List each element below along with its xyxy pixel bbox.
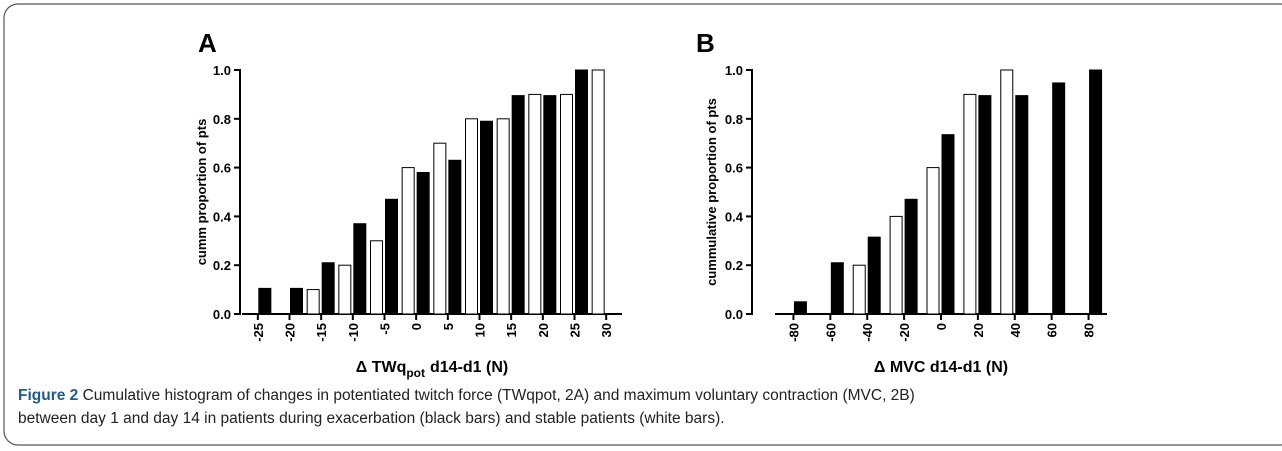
bar [338, 264, 352, 315]
bar [963, 93, 977, 315]
x-tick-label: -20 [897, 323, 912, 342]
bar [416, 171, 430, 315]
x-tick-label: -20 [283, 323, 298, 342]
bar [448, 159, 462, 315]
bar [290, 287, 303, 315]
bar [433, 142, 447, 315]
y-tick-label: 0.6 [725, 161, 743, 176]
x-tick-label: 10 [473, 323, 488, 337]
y-tick-label: 0.8 [213, 112, 231, 127]
x-tick-label: 60 [1045, 323, 1060, 337]
y-tick-label: 0.8 [725, 112, 743, 127]
bar [867, 236, 881, 315]
x-tick-label: 20 [536, 323, 551, 337]
bar [560, 93, 573, 315]
y-tick-label: 0.2 [213, 258, 231, 273]
x-label-main: Δ TWq [356, 359, 407, 376]
x-tick-label: -15 [314, 323, 329, 342]
y-tick-label: 0.0 [725, 307, 743, 322]
x-tick-label: 0 [409, 323, 424, 330]
y-tick-label: 1.0 [213, 63, 231, 78]
caption: Figure 2 Cumulative histogram of changes… [18, 384, 915, 430]
bar [465, 118, 478, 315]
x-tick-label: -80 [786, 323, 801, 342]
x-label-main: Δ MVC d14-d1 (N) [874, 359, 1008, 376]
bar [1000, 69, 1014, 315]
caption-line: Figure 2 Cumulative histogram of changes… [18, 384, 915, 407]
caption-label: Figure 2 [18, 387, 79, 404]
caption-text: between day 1 and day 14 in patients dur… [18, 410, 725, 427]
x-tick-label: 40 [1008, 323, 1023, 337]
panel-label: B [696, 28, 715, 58]
x-tick-label: 25 [568, 323, 583, 337]
y-tick-label: 0.6 [213, 161, 231, 176]
bar [1015, 95, 1029, 315]
bar [385, 198, 398, 315]
y-tick-label: 0.4 [213, 209, 232, 224]
y-tick-label: 0.2 [725, 258, 743, 273]
x-tick-label: 20 [971, 323, 986, 337]
bar [321, 262, 335, 315]
bar [926, 167, 940, 315]
x-tick-label: 0 [934, 323, 949, 330]
bar [353, 223, 367, 315]
bar [889, 215, 903, 315]
bar [793, 301, 807, 315]
bar [591, 69, 605, 315]
x-tick-label: -10 [346, 323, 361, 342]
bar [258, 287, 272, 315]
panel-label: A [198, 28, 217, 58]
caption-text: Cumulative histogram of changes in poten… [82, 387, 915, 404]
y-tick-label: 1.0 [725, 63, 743, 78]
bar [528, 93, 542, 315]
bar [830, 262, 844, 315]
bar [575, 69, 588, 315]
bar [496, 118, 510, 315]
bar [306, 289, 320, 315]
x-axis-label: Δ MVC d14-d1 (N) [874, 359, 1008, 376]
y-axis-label: cummulative proportion of pts [704, 98, 719, 286]
x-tick-label: -5 [378, 323, 393, 335]
bar [370, 240, 383, 315]
bar [978, 95, 992, 315]
bar [904, 198, 918, 315]
x-tick-label: 5 [441, 323, 456, 330]
x-tick-label: 30 [599, 323, 614, 337]
x-label-rest: d14-d1 (N) [430, 359, 508, 376]
x-tick-label: -25 [251, 323, 266, 342]
bar [480, 120, 493, 315]
x-label-sub: pot [406, 366, 425, 380]
bar [852, 264, 866, 315]
x-tick-label: 80 [1082, 323, 1097, 337]
bar [543, 95, 557, 315]
y-tick-label: 0.4 [725, 209, 744, 224]
bar [1089, 69, 1103, 315]
x-tick-label: -60 [823, 323, 838, 342]
bar [401, 167, 415, 315]
y-axis-label: cumm proportion of pts [194, 119, 209, 266]
bar [1052, 82, 1066, 315]
bar [511, 95, 525, 315]
y-tick-label: 0.0 [213, 307, 231, 322]
bar [941, 134, 955, 315]
x-axis-label: Δ TWqpot d14-d1 (N) [356, 359, 508, 380]
frame [3, 3, 1282, 446]
x-tick-label: 15 [504, 323, 519, 337]
x-tick-label: -40 [860, 323, 875, 342]
